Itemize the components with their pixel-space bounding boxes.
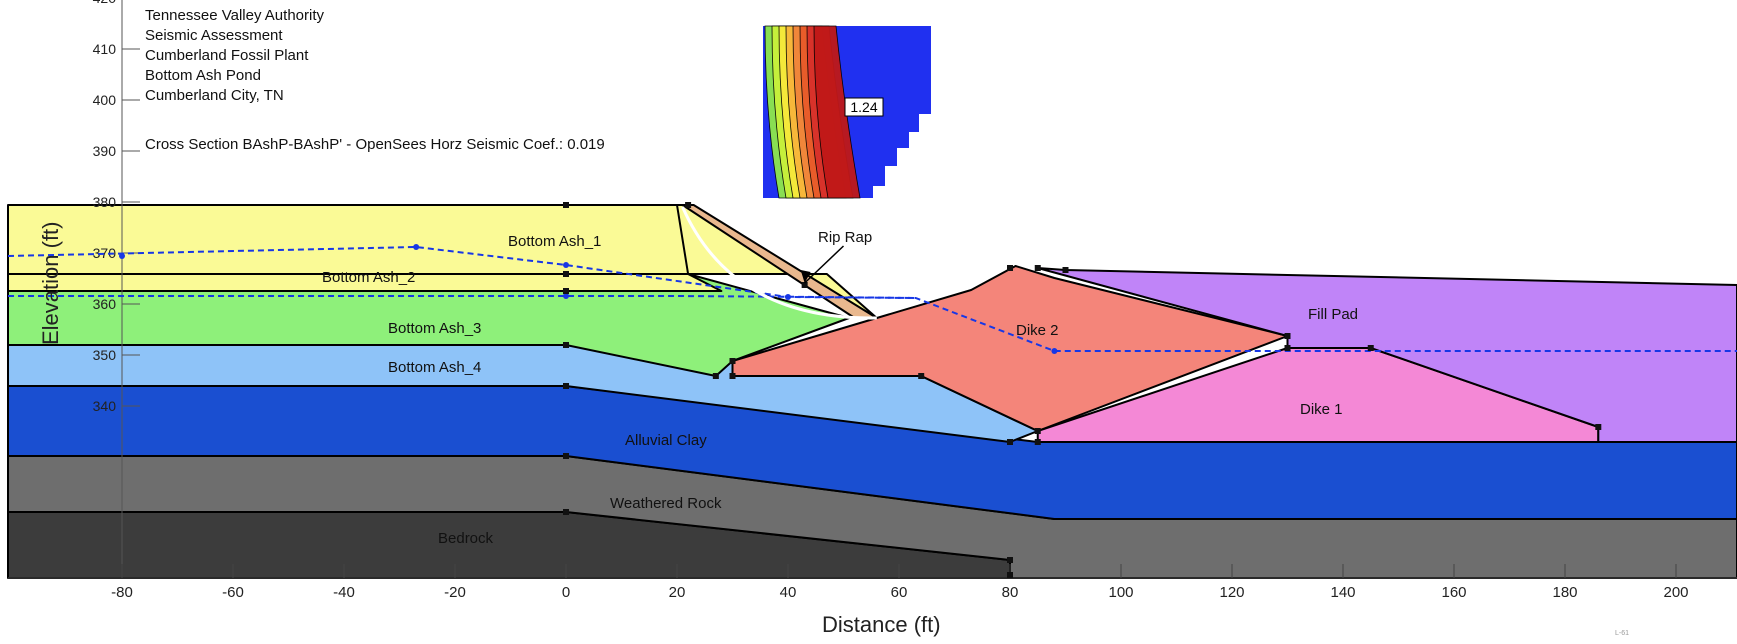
vertex-marker xyxy=(712,373,719,379)
x-tick-label: 60 xyxy=(891,584,908,601)
vertex-marker xyxy=(918,373,925,379)
vertex-marker xyxy=(1062,267,1069,273)
y-tick-label: 390 xyxy=(93,143,117,159)
label-dike-1: Dike 1 xyxy=(1300,401,1343,418)
phreatic-point xyxy=(1051,348,1058,354)
x-tick-label: 80 xyxy=(1002,584,1019,601)
vertex-marker xyxy=(563,271,569,277)
label-weathered-rock: Weathered Rock xyxy=(610,495,722,512)
header-line-3: Cumberland Fossil Plant xyxy=(145,47,309,64)
vertex-marker xyxy=(1367,345,1374,351)
phreatic-point xyxy=(563,262,569,268)
y-tick-label: 350 xyxy=(93,347,117,363)
page-code: L-61 xyxy=(1615,630,1630,637)
rip-rap-arrow xyxy=(804,245,845,284)
layer-dike-2 xyxy=(731,265,1289,432)
x-tick-label: -20 xyxy=(444,584,466,601)
vertex-marker xyxy=(685,202,692,208)
label-bedrock: Bedrock xyxy=(438,530,494,547)
y-tick-label: 360 xyxy=(93,296,117,312)
phreatic-point xyxy=(563,293,569,299)
phreatic-point xyxy=(119,253,125,259)
vertex-marker xyxy=(1007,439,1013,445)
vertex-marker xyxy=(729,358,736,364)
phreatic-line-upper xyxy=(8,295,916,299)
header-line-5: Cumberland City, TN xyxy=(145,87,284,104)
x-axis-title: Distance (ft) xyxy=(822,612,941,637)
x-tick-label: -40 xyxy=(333,584,355,601)
vertex-marker xyxy=(563,383,569,389)
vertex-marker xyxy=(563,509,569,515)
x-tick-label: 0 xyxy=(562,584,570,601)
fos-inset-mask xyxy=(873,114,931,198)
fos-value: 1.24 xyxy=(850,99,877,115)
vertex-marker xyxy=(563,453,569,459)
label-rip-rap: Rip Rap xyxy=(818,229,872,246)
y-tick-label: 380 xyxy=(93,194,117,210)
vertex-marker xyxy=(563,288,569,294)
x-tick-label: 140 xyxy=(1330,584,1355,601)
label-fill-pad: Fill Pad xyxy=(1308,306,1358,323)
vertex-marker xyxy=(801,282,808,288)
layer-bottom-ash-2 xyxy=(7,273,723,292)
slip-surface xyxy=(681,206,877,320)
vertex-marker xyxy=(1034,265,1041,271)
phreatic-point xyxy=(785,294,791,300)
header-line-4: Bottom Ash Pond xyxy=(145,67,261,84)
vertex-marker xyxy=(1034,439,1041,445)
layer-fill-pad xyxy=(1036,267,1737,443)
vertex-marker xyxy=(563,202,569,208)
rip-rap-arrowhead xyxy=(800,270,811,283)
y-tick-label: 420 xyxy=(93,0,117,6)
vertex-marker xyxy=(563,342,569,348)
y-tick-label: 340 xyxy=(93,398,117,414)
phreatic-point xyxy=(413,244,420,250)
x-tick-label: 40 xyxy=(780,584,797,601)
x-tick-label: 100 xyxy=(1108,584,1133,601)
label-bottom-ash-1: Bottom Ash_1 xyxy=(508,233,601,250)
y-tick-label: 400 xyxy=(93,92,117,108)
x-tick-label: -60 xyxy=(222,584,244,601)
x-tick-label: 180 xyxy=(1552,584,1577,601)
y-axis-title: Elevation (ft) xyxy=(38,221,63,346)
x-tick-label: 20 xyxy=(669,584,686,601)
x-tick-label: 200 xyxy=(1663,584,1688,601)
label-bottom-ash-4: Bottom Ash_4 xyxy=(388,359,481,376)
fos-contour-band xyxy=(813,25,861,199)
y-tick-label: 370 xyxy=(93,245,117,261)
header-line-1: Tennessee Valley Authority xyxy=(145,7,324,24)
vertex-marker xyxy=(1007,572,1013,578)
label-alluvial-clay: Alluvial Clay xyxy=(625,432,707,449)
vertex-marker xyxy=(729,373,736,379)
label-dike-2: Dike 2 xyxy=(1016,322,1059,339)
x-tick-label: 160 xyxy=(1441,584,1466,601)
vertex-marker xyxy=(1284,333,1291,339)
label-bottom-ash-2: Bottom Ash_2 xyxy=(322,269,415,286)
vertex-marker xyxy=(1034,428,1041,434)
x-tick-label: 120 xyxy=(1219,584,1244,601)
vertex-marker xyxy=(1595,424,1602,430)
header-line-2: Seismic Assessment xyxy=(145,27,283,44)
x-tick-label: -80 xyxy=(111,584,133,601)
label-bottom-ash-3: Bottom Ash_3 xyxy=(388,320,481,337)
fos-value-box xyxy=(844,97,884,117)
vertex-marker xyxy=(1284,345,1291,351)
y-tick-label: 410 xyxy=(93,41,117,57)
vertex-marker xyxy=(1007,265,1013,271)
vertex-marker xyxy=(1007,557,1013,563)
section-caption: Cross Section BAshP-BAshP' - OpenSees Ho… xyxy=(145,136,605,153)
